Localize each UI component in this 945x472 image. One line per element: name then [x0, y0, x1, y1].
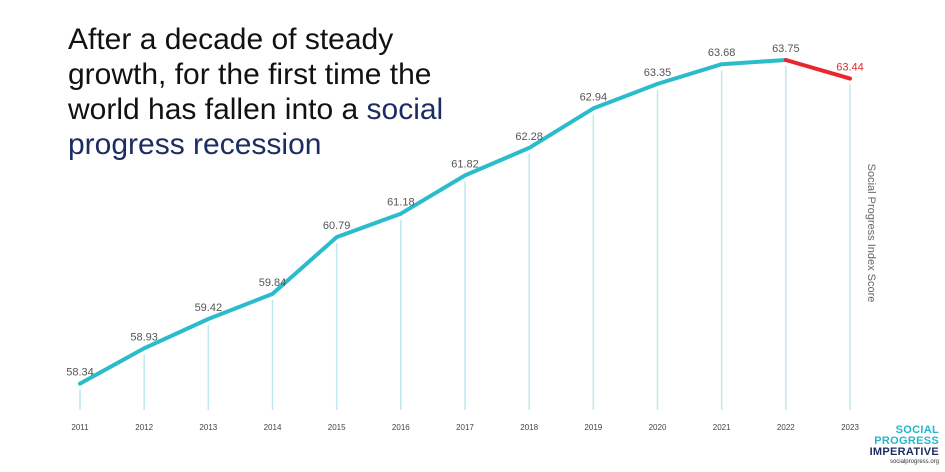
data-label-2023: 63.44 — [836, 62, 864, 74]
data-label-2013: 59.42 — [195, 302, 223, 314]
x-tick-2013: 2013 — [199, 423, 217, 432]
x-tick-2021: 2021 — [713, 423, 731, 432]
logo-line-3: IMPERATIVE — [869, 446, 939, 458]
x-tick-2012: 2012 — [135, 423, 153, 432]
data-label-2012: 58.93 — [130, 331, 158, 343]
headline-text: After a decade of steady growth, for the… — [68, 23, 432, 126]
x-tick-2016: 2016 — [392, 423, 410, 432]
data-label-2011: 58.34 — [66, 367, 94, 379]
data-label-2014: 59.84 — [259, 277, 287, 289]
data-label-2016: 61.18 — [387, 197, 415, 209]
x-tick-2015: 2015 — [328, 423, 346, 432]
data-label-2019: 62.94 — [580, 91, 608, 103]
logo-line-2: PROGRESS — [874, 435, 939, 447]
data-label-2017: 61.82 — [451, 158, 479, 170]
social-progress-imperative-logo: SOCIAL PROGRESS IMPERATIVE socialprogres… — [861, 425, 939, 466]
x-tick-2018: 2018 — [520, 423, 538, 432]
headline-highlight: social progress recession — [68, 93, 444, 161]
logo-url: socialprogress.org — [889, 459, 939, 465]
data-label-2020: 63.35 — [644, 67, 672, 79]
x-tick-2017: 2017 — [456, 423, 474, 432]
data-label-2021: 63.68 — [708, 47, 736, 59]
chart-headline: After a decade of steady growth, for the… — [68, 22, 488, 162]
data-label-2018: 62.28 — [515, 131, 543, 143]
y-axis-label: Social Progress Index Score — [865, 164, 877, 303]
data-label-2015: 60.79 — [323, 220, 351, 232]
x-tick-2014: 2014 — [264, 423, 282, 432]
decline-series-segment — [783, 57, 852, 81]
growth-series-line — [78, 58, 788, 386]
logo-line-1: SOCIAL — [895, 424, 939, 436]
data-label-2022: 63.75 — [772, 43, 800, 55]
x-tick-2011: 2011 — [71, 423, 89, 432]
x-tick-2020: 2020 — [649, 423, 667, 432]
x-tick-2019: 2019 — [584, 423, 602, 432]
x-tick-2023: 2023 — [841, 423, 859, 432]
x-tick-2022: 2022 — [777, 423, 795, 432]
